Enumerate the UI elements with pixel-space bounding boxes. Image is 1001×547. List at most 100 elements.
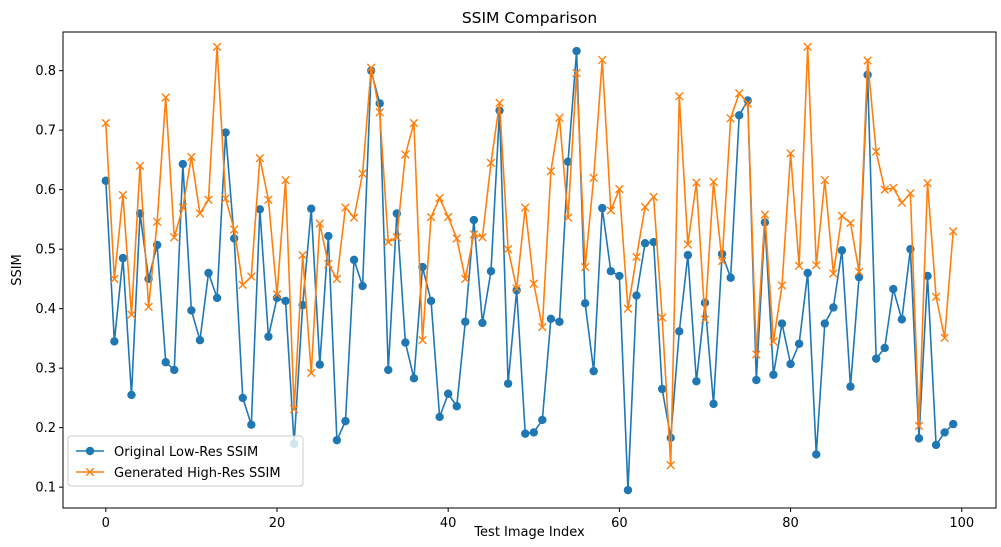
data-point [101,118,111,128]
data-point [752,350,761,359]
data-point [675,327,684,336]
data-point [443,212,453,222]
data-point [743,99,753,108]
data-point [332,435,342,445]
data-point [546,314,556,323]
data-point [580,299,590,308]
data-point [812,450,821,459]
data-point [529,428,538,437]
data-point [871,354,881,363]
data-point [118,190,128,200]
data-point [632,252,641,262]
x-tick-label: 60 [611,516,628,531]
data-point [324,259,333,269]
legend-entry-original [76,446,104,456]
data-point [794,261,804,271]
series-original [101,46,958,495]
y-tick-label: 0.7 [35,124,56,139]
data-point [803,42,812,52]
data-point [315,360,324,369]
data-point [127,310,136,319]
data-point [846,382,855,391]
data-point [940,333,949,343]
data-point [692,178,701,187]
data-point [657,313,667,322]
data-point [401,150,410,159]
data-point [221,128,230,137]
data-point [538,322,547,332]
data-point [452,402,461,411]
x-tick-label: 100 [949,516,974,531]
data-point [281,175,290,185]
data-point [888,183,898,193]
data-point [846,218,855,228]
data-point [674,91,684,101]
data-point [649,237,658,247]
data-point [854,272,864,282]
data-point [366,63,376,72]
x-axis-label: Test Image Index [473,525,585,540]
data-point [717,256,727,266]
data-point [563,213,573,222]
data-point [615,271,624,281]
data-point [623,485,633,495]
data-point [726,113,735,123]
data-point [623,304,633,313]
y-tick-label: 0.8 [35,64,56,79]
data-point [478,318,487,328]
data-point [572,46,581,56]
data-point [589,173,598,183]
data-point [426,212,436,222]
data-point [461,274,470,284]
data-point [949,419,958,429]
data-point [118,253,128,263]
y-tick-label: 0.3 [35,362,56,377]
data-point [829,303,838,312]
data-point [923,271,932,281]
y-tick-label: 0.6 [35,183,56,198]
data-point [829,269,838,278]
data-point [580,262,590,272]
data-point [384,365,393,375]
x-tick-label: 20 [269,516,286,531]
data-point [931,440,941,450]
data-point [281,296,290,306]
data-point [135,161,145,171]
data-point [606,266,616,276]
data-point [597,55,607,65]
data-point [683,240,693,249]
data-point [503,379,513,388]
y-tick-label: 0.4 [35,302,56,317]
data-point [777,319,787,328]
legend-box [67,435,304,487]
data-point [478,232,487,242]
data-point [512,286,521,295]
data-point [726,273,735,282]
data-point [657,384,667,394]
data-point [871,147,881,156]
data-point [418,335,427,345]
data-point [811,260,821,270]
data-point [469,230,479,239]
data-point [110,274,119,284]
y-tick-label: 0.5 [35,243,56,258]
data-point [889,284,898,294]
data-point [452,234,462,243]
data-point [375,108,385,117]
data-point [734,88,744,98]
data-point [589,366,598,376]
data-point [110,337,119,346]
data-point [247,420,256,429]
data-point [315,219,325,228]
data-point [195,209,205,218]
data-point [735,111,744,120]
data-point [152,217,162,227]
x-axis: 0 20 40 60 80 100 [102,508,974,531]
data-point [563,157,573,166]
data-point [820,319,830,328]
data-point [212,42,222,52]
data-point [401,338,410,347]
data-point [187,152,196,162]
data-point [786,149,795,158]
